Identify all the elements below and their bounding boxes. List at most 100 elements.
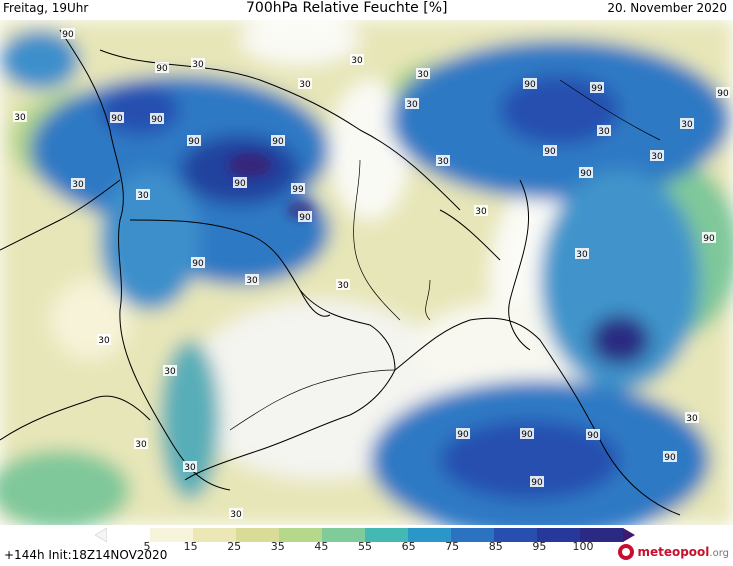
contour-label: 90 — [271, 135, 285, 147]
contour-label: 90 — [456, 428, 470, 440]
contour-label: 30 — [336, 279, 350, 291]
contour-label: 30 — [298, 78, 312, 90]
forecast-date: 20. November 2020 — [607, 1, 727, 15]
contour-label-text: 30 — [337, 281, 349, 291]
run-info: +144h Init:18Z14NOV2020 — [4, 548, 168, 562]
contour-label: 30 — [350, 54, 364, 66]
contour-label: 30 — [436, 155, 450, 167]
contour-label: 90 — [187, 135, 201, 147]
contour-label: 30 — [13, 111, 27, 123]
contour-label-text: 90 — [664, 453, 676, 463]
contour-label: 90 — [523, 78, 537, 90]
contour-label: 30 — [136, 189, 150, 201]
contour-label: 30 — [97, 334, 111, 346]
colorbar-tick-label: 15 — [183, 540, 198, 553]
valid-time: Freitag, 19Uhr — [3, 1, 89, 15]
contour-label: 90 — [716, 87, 730, 99]
contour-label: 30 — [680, 118, 694, 130]
contour-label-text: 90 — [544, 147, 556, 157]
colorbar-tick-label: 95 — [532, 540, 547, 553]
colorbar-tick-label: 35 — [270, 540, 285, 553]
contour-label-text: 99 — [591, 84, 603, 94]
contour-label-text: 90 — [580, 169, 592, 179]
contour-label-text: 90 — [62, 30, 74, 40]
colorbar-tick-label: 100 — [572, 540, 594, 553]
contour-label: 90 — [110, 112, 124, 124]
contour-label-text: 30 — [135, 440, 147, 450]
contour-label-text: 30 — [406, 100, 418, 110]
contour-label: 30 — [575, 248, 589, 260]
contour-label-text: 90 — [531, 478, 543, 488]
colorbar-segment — [494, 528, 538, 542]
colorbar-high-arrow — [623, 528, 635, 542]
contour-label-text: 30 — [681, 120, 693, 130]
contour-label-text: 30 — [14, 113, 26, 123]
colorbar-segment — [322, 528, 366, 542]
contour-label: 90 — [579, 167, 593, 179]
contour-label-text: 90 — [521, 430, 533, 440]
contour-label-text: 30 — [651, 152, 663, 162]
contour-label-text: 30 — [417, 70, 429, 80]
colorbar-segment — [236, 528, 280, 542]
contour-label: 30 — [163, 365, 177, 377]
colorbar-segment — [451, 528, 495, 542]
contour-label-text: 30 — [299, 80, 311, 90]
contour-label: 90 — [586, 429, 600, 441]
contour-label-text: 90 — [457, 430, 469, 440]
contour-label-text: 90 — [717, 89, 729, 99]
contour-label-text: 30 — [164, 367, 176, 377]
contour-label: 30 — [474, 205, 488, 217]
contour-label-text: 30 — [184, 463, 196, 473]
contour-label: 90 — [543, 145, 557, 157]
contour-label: 90 — [702, 232, 716, 244]
coastlines — [0, 29, 681, 516]
colorbar-tick-label: 55 — [358, 540, 372, 553]
contour-label-text: 90 — [111, 114, 123, 124]
contour-label-text: 30 — [230, 510, 242, 520]
colorbar-segment — [580, 528, 624, 542]
contour-label-text: 90 — [703, 234, 715, 244]
contour-label: 30 — [71, 178, 85, 190]
contour-label: 90 — [233, 177, 247, 189]
contour-label-text: 30 — [351, 56, 363, 66]
humidity-map: 90 90 90 90 90 99 90 90 90 99 90 90 90 90 90 90 90 90 90 90… — [0, 20, 733, 525]
contour-label: 30 — [183, 461, 197, 473]
contour-label-text: 90 — [299, 213, 311, 223]
contour-label-text: 90 — [272, 137, 284, 147]
contour-label-text: 30 — [437, 157, 449, 167]
colorbar-tick-label: 85 — [488, 540, 503, 553]
contour-label-text: 90 — [156, 64, 168, 74]
contour-label-text: 30 — [686, 414, 698, 424]
contour-label-text: 90 — [151, 115, 163, 125]
colorbar-segment — [107, 528, 151, 542]
contour-label-text: 99 — [292, 185, 304, 195]
contour-label: 90 — [663, 451, 677, 463]
colorbar-tick-label: 25 — [227, 540, 242, 553]
colorbar-tick-label: 65 — [401, 540, 416, 553]
colorbar-segment — [193, 528, 237, 542]
contour-label-text: 30 — [576, 250, 588, 260]
meteopool-logo[interactable]: meteopool.org — [618, 542, 729, 562]
contour-label: 90 — [155, 62, 169, 74]
contour-label: 90 — [530, 476, 544, 488]
contour-label-text: 90 — [192, 259, 204, 269]
contour-label: 30 — [245, 274, 259, 286]
contour-label: 30 — [685, 412, 699, 424]
contour-label-text: 30 — [137, 191, 149, 201]
contour-label-text: 90 — [524, 80, 536, 90]
colorbar-tick-label: 5 — [143, 540, 151, 553]
contour-label-text: 90 — [188, 137, 200, 147]
contour-label: 90 — [150, 113, 164, 125]
contour-label: 30 — [650, 150, 664, 162]
meteopool-logo-icon — [618, 544, 635, 560]
contour-label: 90 — [61, 28, 75, 40]
contour-labels: 90 90 90 90 90 99 90 90 90 99 90 90 90 90 90 90 90 90 90 90… — [13, 28, 730, 520]
colorbar-segment — [537, 528, 581, 542]
colorbar-segment — [279, 528, 323, 542]
colorbar-segment — [365, 528, 409, 542]
contour-label-text: 30 — [98, 336, 110, 346]
contour-label: 30 — [191, 58, 205, 70]
colorbar-tick-label: 75 — [445, 540, 460, 553]
colorbar-ticks: 5 15 25 35 45 55 65 75 85 95 100 — [95, 540, 635, 556]
contour-label-text: 30 — [72, 180, 84, 190]
